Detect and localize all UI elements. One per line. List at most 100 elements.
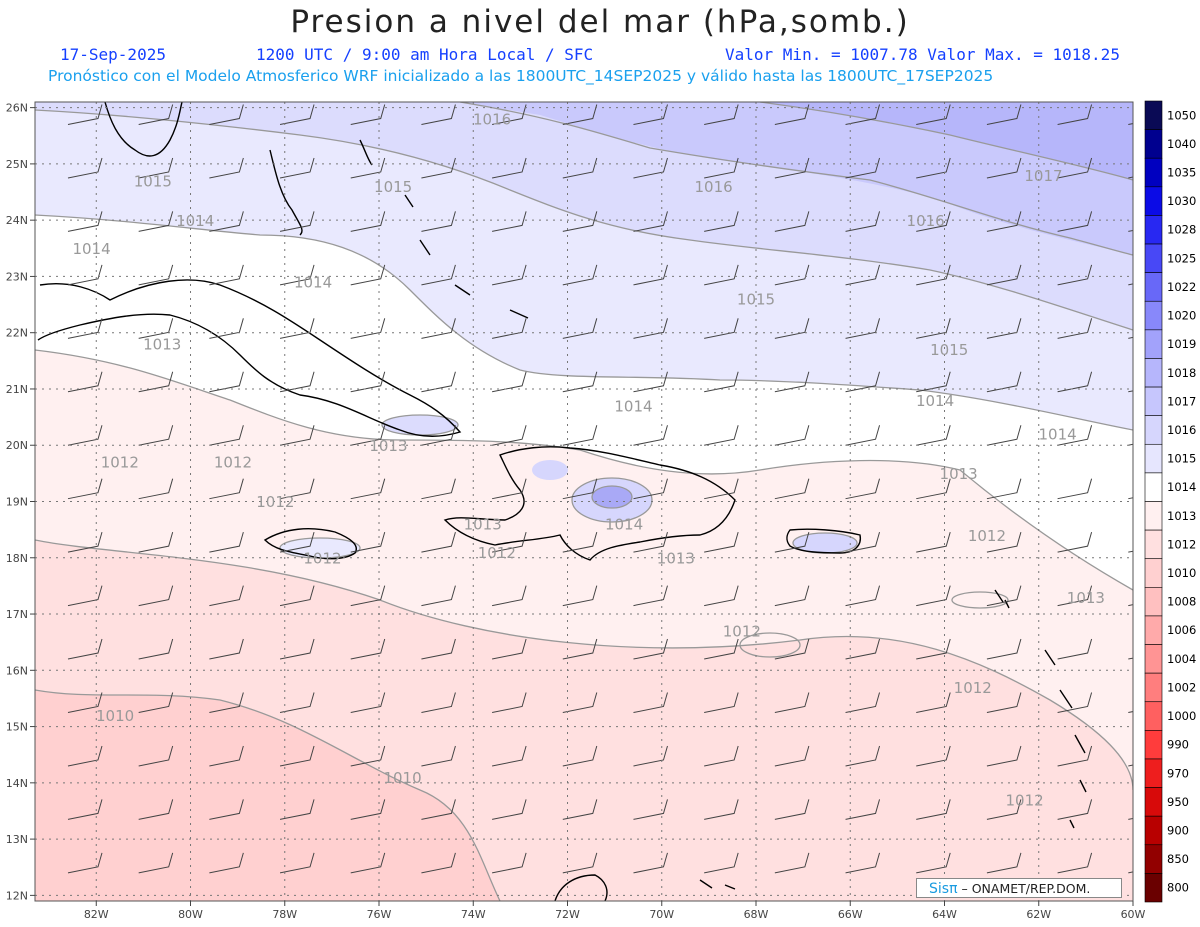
wind-barb [704, 264, 739, 286]
wind-barb [209, 264, 244, 286]
colorbar-swatch [1144, 300, 1163, 331]
wind-barb [209, 799, 244, 820]
colorbar-swatch [1144, 873, 1163, 903]
wind-barb [138, 852, 174, 874]
wind-barb [279, 371, 315, 393]
colorbar-label: 1015 [1167, 452, 1196, 466]
isobar-label: 1014 [294, 274, 332, 292]
wind-barb [279, 852, 315, 874]
wind-barb [138, 799, 174, 820]
wind-barb [774, 638, 810, 660]
wind-barb [562, 104, 598, 125]
lat-label: 25N [6, 158, 28, 171]
model-info: Pronóstico con el Modelo Atmosferico WRF… [48, 67, 994, 85]
wind-barb [492, 852, 527, 874]
wind-barb [492, 425, 527, 446]
wind-barb [138, 638, 174, 660]
isobar-label: 1015 [737, 291, 775, 309]
lat-label: 21N [6, 383, 28, 396]
wind-barb [633, 211, 668, 232]
wind-barb [350, 425, 386, 446]
lat-label: 13N [6, 833, 28, 846]
wind-barb [986, 264, 1022, 286]
wind-barb [209, 157, 244, 179]
colorbar-label: 1020 [1167, 309, 1196, 323]
wind-barb [209, 585, 244, 607]
wind-barb [774, 371, 810, 393]
wind-barb [1057, 692, 1093, 713]
wind-barb [421, 852, 456, 874]
wind-barb [562, 157, 598, 179]
wind-barb [633, 425, 668, 446]
isobar-label: 1013 [940, 465, 978, 483]
wind-barb [492, 745, 527, 767]
wind-barb [986, 532, 1022, 553]
wind-barb [138, 264, 174, 286]
isobar-label: 1013 [369, 437, 407, 455]
wind-barb [492, 799, 527, 820]
wind-barb [279, 211, 315, 232]
wind-barb [279, 585, 315, 607]
wind-barb [845, 745, 881, 767]
wind-barb [562, 425, 598, 446]
wind-barb [421, 425, 456, 446]
wind-barb [633, 745, 668, 767]
wind-barb [67, 532, 103, 553]
wind-barb [562, 371, 598, 393]
wind-barb [774, 745, 810, 767]
lat-label: 26N [6, 102, 28, 115]
colorbar-swatch [1144, 272, 1163, 302]
wind-barb [562, 211, 598, 232]
isobar-label: 1012 [1006, 791, 1044, 809]
wind-barb [1057, 852, 1093, 874]
colorbar-swatch [1144, 644, 1163, 674]
wind-barb [279, 532, 315, 553]
wind-barb [562, 478, 598, 500]
wind-barb [633, 104, 668, 125]
map-title: Presion a nivel del mar (hPa,somb.) [290, 4, 910, 40]
wind-barb [774, 157, 810, 179]
wind-barb [209, 104, 244, 125]
wind-barb [1057, 638, 1093, 660]
wind-barb [704, 585, 739, 607]
colorbar-swatch [1144, 100, 1163, 130]
isobar-label: 1015 [134, 172, 172, 190]
wind-barb [279, 638, 315, 660]
wind-barb [704, 425, 739, 446]
wind-barb [562, 692, 598, 713]
isobar-label: 1013 [143, 336, 181, 354]
wind-barb [986, 425, 1022, 446]
colorbar-swatch [1144, 415, 1163, 445]
lat-label: 14N [6, 777, 28, 790]
colorbar-label: 950 [1167, 795, 1189, 809]
lat-label: 24N [6, 214, 28, 227]
wind-barb [774, 264, 810, 286]
wind-barb [138, 692, 174, 713]
colorbar-swatch [1144, 758, 1163, 788]
wind-barb [492, 585, 527, 607]
wind-barb [916, 211, 951, 232]
colorbar-swatch [1144, 558, 1163, 588]
wind-barb [704, 104, 739, 125]
wind-barb [845, 264, 881, 286]
lat-label: 18N [6, 552, 28, 565]
colorbar-label: 1022 [1167, 280, 1196, 294]
colorbar-label: 970 [1167, 766, 1189, 780]
wind-barb [492, 478, 527, 500]
colorbar-label: 1006 [1167, 623, 1196, 637]
wind-barb [1057, 532, 1093, 553]
wind-barb [421, 157, 456, 179]
isobar-label: 1012 [968, 527, 1006, 545]
wind-barb [421, 318, 456, 339]
wind-barb [916, 371, 951, 393]
wind-barb [350, 211, 386, 232]
wind-barb [421, 585, 456, 607]
wind-barb [633, 585, 668, 607]
wind-barb [492, 692, 527, 713]
isobar-label: 1012 [101, 454, 139, 472]
wind-barb [845, 425, 881, 446]
wind-barb [209, 745, 244, 767]
lon-label: 72W [555, 908, 580, 921]
colorbar-label: 1017 [1167, 394, 1196, 408]
isobar-label: 1013 [657, 549, 695, 567]
